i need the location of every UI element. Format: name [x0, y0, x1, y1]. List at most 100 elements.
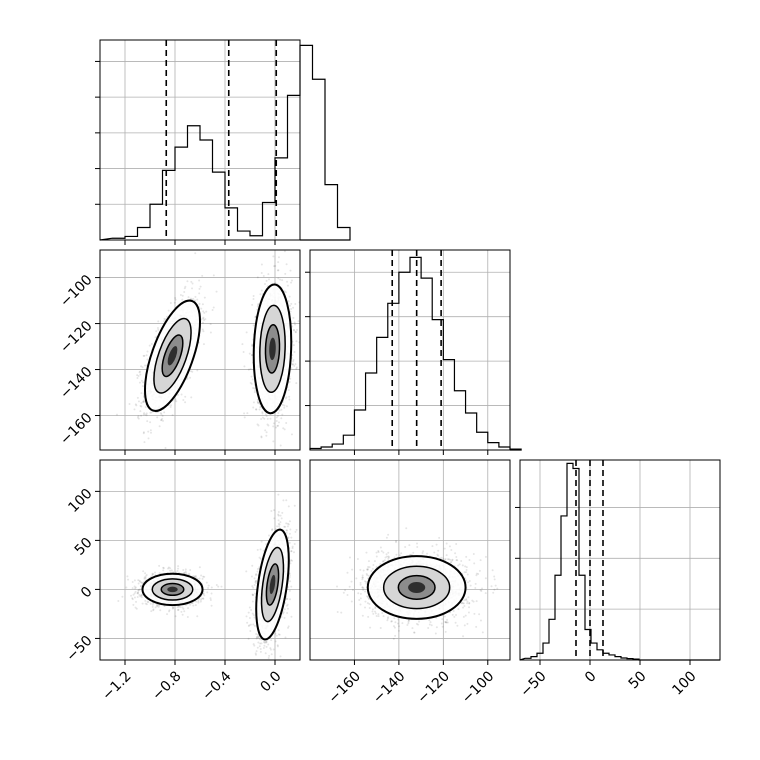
- scatter_p1_p3-scatter-point: [256, 548, 259, 551]
- scatter_p1_p2-scatter-point: [275, 416, 278, 419]
- scatter_p1_p3-scatter-point: [187, 607, 190, 610]
- scatter_p1_p2-scatter-point: [265, 415, 268, 418]
- scatter_p1_p2-ytick-label: −100: [57, 272, 96, 311]
- scatter_p1_p2-scatter-point: [256, 276, 259, 279]
- scatter_p1_p2-panel: −100−120−140−160: [57, 249, 307, 455]
- scatter_p1_p3-scatter-point: [287, 505, 290, 508]
- scatter_p1_p2-scatter-point: [150, 411, 153, 414]
- scatter_p1_p3-scatter-point: [276, 644, 279, 647]
- scatter_p1_p3-scatter-point: [252, 663, 254, 665]
- scatter_p1_p2-scatter-point: [292, 358, 295, 361]
- scatter_p1_p3-scatter-point: [203, 575, 206, 578]
- scatter_p1_p2-scatter-point: [292, 306, 295, 309]
- scatter_p1_p2-scatter-point: [281, 279, 284, 282]
- scatter_p1_p3-scatter-point: [133, 579, 136, 582]
- scatter_p1_p3-scatter-point: [144, 572, 147, 575]
- scatter_p1_p2-scatter-point: [269, 417, 272, 420]
- scatter_p1_p2-scatter-point: [255, 408, 258, 411]
- scatter_p1_p2-scatter-point: [175, 400, 178, 403]
- scatter_p1_p3-scatter-point: [258, 638, 261, 641]
- scatter_p1_p2-scatter-point: [187, 296, 190, 299]
- scatter_p1_p3-scatter-point: [127, 578, 130, 581]
- scatter_p1_p2-scatter-point: [190, 396, 193, 399]
- scatter_p1_p2-scatter-point: [203, 296, 206, 299]
- scatter_p1_p3-scatter-point: [278, 633, 281, 636]
- scatter_p1_p3-scatter-point: [183, 571, 186, 574]
- scatter_p1_p3-scatter-point: [247, 625, 250, 628]
- scatter_p1_p3-scatter-point: [287, 625, 290, 628]
- scatter_p1_p2-scatter-point: [261, 411, 264, 414]
- scatter_p1_p3-scatter-point: [201, 577, 204, 580]
- scatter_p1_p3-scatter-point: [131, 597, 134, 600]
- scatter_p1_p3-scatter-point: [260, 642, 263, 645]
- scatter_p1_p2-scatter-point: [192, 297, 195, 300]
- scatter_p1_p2-scatter-point: [147, 437, 150, 440]
- scatter_p1_p2-scatter-point: [182, 398, 185, 401]
- scatter_p1_p2-scatter-point: [252, 324, 255, 327]
- scatter_p1_p2-scatter-point: [284, 397, 287, 400]
- scatter_p1_p2-scatter-point: [243, 412, 246, 415]
- scatter_p1_p2-scatter-point: [139, 410, 142, 413]
- scatter_p1_p2-scatter-point: [159, 412, 162, 415]
- scatter_p1_p2-scatter-point: [171, 414, 174, 417]
- scatter_p1_p2-scatter-point: [133, 408, 136, 411]
- scatter_p1_p2-scatter-point: [144, 413, 147, 416]
- scatter_p1_p3-scatter-point: [170, 569, 173, 572]
- scatter_p1_p3-scatter-point: [189, 603, 192, 606]
- scatter_p1_p2-scatter-point: [201, 321, 204, 324]
- scatter_p1_p2-scatter-point: [191, 282, 194, 285]
- scatter_p1_p3-scatter-point: [184, 568, 187, 571]
- scatter_p1_p3-scatter-point: [182, 569, 185, 572]
- hist_p1-frame: [99, 39, 301, 241]
- scatter_p1_p3-scatter-point: [131, 587, 134, 590]
- scatter_p1_p2-scatter-point: [143, 441, 146, 444]
- scatter_p1_p3-scatter-point: [215, 584, 218, 587]
- scatter_p1_p2-scatter-point: [289, 377, 292, 380]
- scatter_p1_p3-scatter-point: [181, 606, 184, 609]
- scatter_p1_p2-scatter-point: [160, 419, 163, 422]
- scatter_p1_p2-scatter-point: [295, 382, 298, 385]
- scatter_p1_p2-scatter-point: [294, 303, 297, 306]
- scatter_p1_p3-scatter-point: [134, 606, 137, 609]
- scatter_p1_p3-scatter-point: [172, 606, 175, 609]
- scatter_p1_p2-scatter-point: [137, 417, 140, 420]
- scatter_p1_p2-scatter-point: [149, 431, 152, 434]
- scatter_p1_p2-scatter-point: [215, 290, 218, 293]
- scatter_p1_p3-scatter-point: [168, 609, 171, 612]
- scatter_p1_p2-scatter-point: [259, 293, 262, 296]
- scatter_p1_p3-scatter-point: [188, 573, 191, 576]
- scatter_p1_p2-scatter-point: [189, 376, 192, 379]
- scatter_p1_p2-scatter-point: [142, 413, 145, 416]
- scatter_p1_p2-scatter-point: [260, 271, 263, 274]
- scatter_p1_p3-scatter-point: [285, 529, 288, 532]
- scatter_p1_p2-scatter-point: [295, 340, 298, 343]
- scatter_p1_p2-scatter-point: [160, 413, 163, 416]
- scatter_p1_p2-scatter-point: [179, 293, 182, 296]
- scatter_p1_p3-scatter-point: [179, 606, 182, 609]
- scatter_p1_p2-scatter-point: [204, 318, 207, 321]
- scatter_p1_p2-scatter-point: [202, 316, 205, 319]
- scatter_p1_p3-scatter-point: [138, 593, 141, 596]
- scatter_p1_p2-scatter-point: [140, 365, 143, 368]
- scatter_p1_p2-scatter-point: [252, 295, 255, 298]
- scatter_p1_p2-scatter-point: [201, 274, 204, 277]
- scatter_p1_p2-scatter-point: [136, 396, 139, 399]
- scatter_p1_p3-scatter-point: [254, 652, 257, 655]
- scatter_p1_p3-scatter-point: [194, 575, 197, 578]
- scatter_p1_p3-scatter-point: [139, 595, 142, 598]
- scatter_p1_p2-scatter-point: [264, 413, 267, 416]
- scatter_p1_p3-scatter-point: [136, 596, 139, 599]
- scatter_p1_p2-scatter-point: [140, 379, 143, 382]
- scatter_p1_p2-scatter-point: [140, 392, 143, 395]
- scatter_p1_p2-scatter-point: [186, 377, 189, 380]
- scatter_p1_p2-ytick-label: −140: [57, 364, 96, 403]
- scatter_p1_p2-scatter-point: [261, 412, 264, 415]
- scatter_p1_p3-scatter-point: [255, 637, 258, 640]
- scatter_p1_p3-scatter-point: [156, 604, 159, 607]
- scatter_p1_p3-scatter-point: [136, 592, 139, 595]
- scatter_p1_p3-scatter-point: [167, 566, 170, 569]
- scatter_p1_p3-scatter-point: [149, 602, 152, 605]
- scatter_p1_p2-scatter-point: [191, 287, 194, 290]
- scatter_p1_p2-scatter-point: [305, 266, 307, 268]
- scatter_p1_p2-scatter-point: [267, 273, 270, 276]
